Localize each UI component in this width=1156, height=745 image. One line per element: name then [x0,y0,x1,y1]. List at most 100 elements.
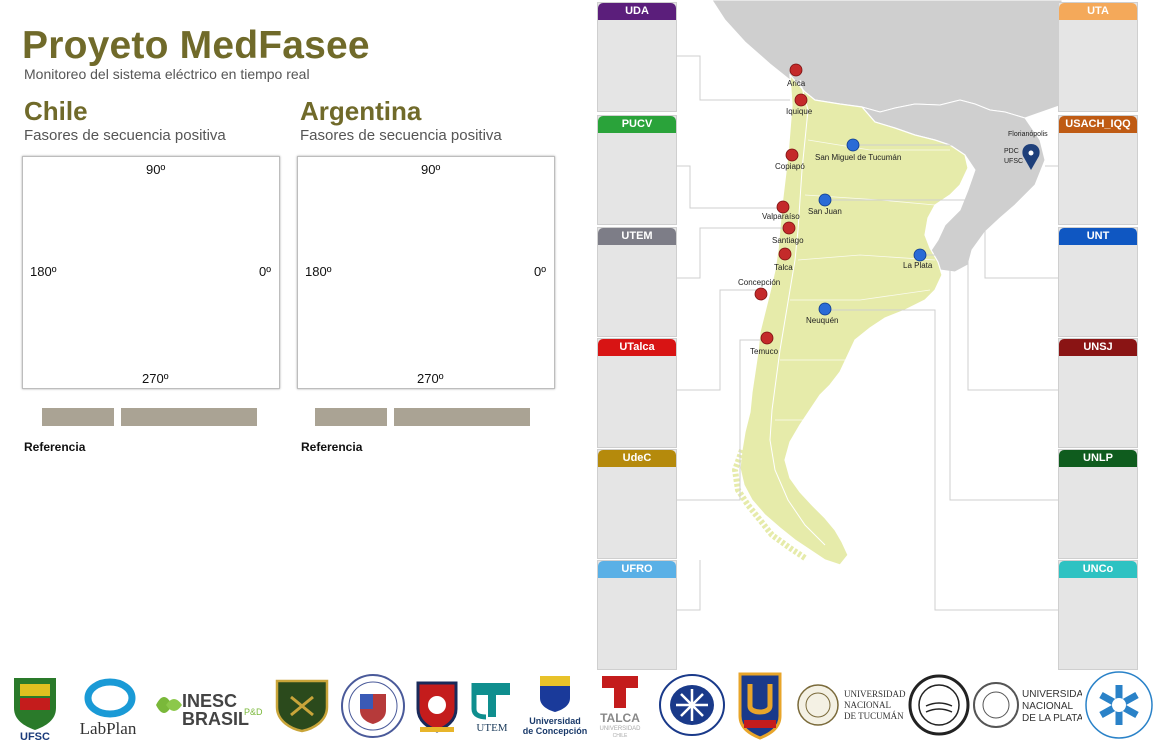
panel-unsj[interactable]: UNSJ [1058,338,1138,448]
city-label-valparaiso: Valparaíso [762,212,800,221]
chile-reference-selector[interactable] [42,408,114,426]
panel-header-uda: UDA [598,3,676,20]
utalca-logo: TALCA UNIVERSIDAD CHILE [594,664,646,745]
argentina-angle-270: 270º [417,371,444,386]
unt-logo: UNIVERSIDAD NACIONAL DE TUCUMÁN [796,664,908,745]
panel-usach-iqq[interactable]: USACH_IQQ [1058,115,1138,225]
ufsc-logo: UFSC [6,664,64,745]
svg-text:UNIVERSIDAD: UNIVERSIDAD [1022,689,1082,700]
chile-argentina-border [769,79,826,546]
panel-utalca[interactable]: UTalca [597,338,677,448]
panel-uta[interactable]: UTA [1058,2,1138,112]
page-title: Proyeto MedFasee [22,24,370,67]
location-pin-icon [1022,144,1040,170]
argentina-angle-0: 0º [534,264,546,279]
chile-angle-0: 0º [259,264,271,279]
svg-text:DE LA PLATA: DE LA PLATA [1022,713,1082,724]
svg-text:CHILE: CHILE [613,733,628,738]
uta-logo [736,664,784,745]
city-label-la-plata: La Plata [903,261,933,270]
argentina-title: Argentina [300,96,422,126]
city-label-san-juan: San Juan [808,207,842,216]
panel-utem[interactable]: UTEM [597,227,677,337]
argentina-markers [818,138,927,316]
panel-header-unt: UNT [1059,228,1137,245]
panel-header-unsj: UNSJ [1059,339,1137,356]
city-label-concepcion: Concepción [738,278,780,287]
panel-header-uta: UTA [1059,3,1137,20]
page-subtitle: Monitoreo del sistema eléctrico en tiemp… [24,66,310,82]
svg-text:P&D: P&D [244,707,263,717]
uda-logo [273,664,331,745]
unlp-logo: UNIVERSIDAD NACIONAL DE LA PLATA [972,664,1082,745]
usach-logo [412,664,462,745]
chile-angle-180: 180º [30,264,57,279]
panel-unco[interactable]: UNCo [1058,560,1138,670]
panel-udec[interactable]: UdeC [597,449,677,559]
svg-text:de Concepción: de Concepción [523,726,588,736]
city-label-copiapo: Copiapó [775,162,805,171]
label-ufsc: UFSC [1004,158,1023,165]
partner-logos: UFSC LabPlan INESC BRASIL P&D [0,664,1156,745]
svg-text:TALCA: TALCA [600,711,640,725]
labplan-logo: LabPlan [70,664,146,745]
chile-phasor-diagram[interactable]: 90º 180º 0º 270º [22,156,280,389]
chile-angle-270: 270º [142,371,169,386]
svg-text:NACIONAL: NACIONAL [1022,701,1074,712]
label-pdc: PDC [1004,148,1019,155]
svg-text:UNIVERSIDAD: UNIVERSIDAD [844,689,906,699]
city-label-santiago: Santiago [772,236,804,245]
svg-text:INESC: INESC [182,691,237,711]
panel-ufro[interactable]: UFRO [597,560,677,670]
svg-text:Universidad: Universidad [529,716,581,726]
pucv-logo [340,664,406,745]
chile-subtitle: Fasores de secuencia positiva [24,127,226,144]
argentina-reference-selector[interactable] [315,408,387,426]
city-label-arica: Arica [787,79,806,88]
chile-angle-90: 90º [146,162,166,177]
panel-header-unlp: UNLP [1059,450,1137,467]
argentina-angle-180: 180º [305,264,332,279]
connector-lines-left [677,55,790,611]
chile-markers [754,63,808,345]
argentina-subtitle: Fasores de secuencia positiva [300,127,502,144]
argentina-phasor-diagram[interactable]: 90º 180º 0º 270º [297,156,555,389]
svg-text:DE TUCUMÁN: DE TUCUMÁN [844,711,904,721]
panel-header-utem: UTEM [598,228,676,245]
utem-logo: UTEM [468,664,516,745]
panel-header-utalca: UTalca [598,339,676,356]
ufro-logo [656,664,728,745]
panel-header-usach-iqq: USACH_IQQ [1059,116,1137,133]
city-label-temuco: Temuco [750,347,779,356]
argentina-reference-label: Referencia [301,440,363,454]
panel-unlp[interactable]: UNLP [1058,449,1138,559]
chile-reference-value[interactable] [121,408,257,426]
svg-text:BRASIL: BRASIL [182,709,249,729]
panel-header-udec: UdeC [598,450,676,467]
svg-text:UTEM: UTEM [476,722,507,734]
unsj-logo [908,664,970,745]
city-label-tucuman: San Miguel de Tucumán [815,153,901,162]
chile-title: Chile [24,96,88,126]
argentina-reference-value[interactable] [394,408,530,426]
svg-text:UFSC: UFSC [20,731,50,742]
panel-uda[interactable]: UDA [597,2,677,112]
svg-text:LabPlan: LabPlan [80,719,137,738]
city-label-neuquen: Neuquén [806,316,838,325]
panel-header-unco: UNCo [1059,561,1137,578]
inesc-brasil-logo: INESC BRASIL P&D [152,664,264,745]
unco-logo [1084,664,1154,745]
panel-unt[interactable]: UNT [1058,227,1138,337]
svg-text:UNIVERSIDAD: UNIVERSIDAD [599,726,641,732]
city-label-florianopolis: Florianópolis [1008,131,1048,138]
argentina-angle-90: 90º [421,162,441,177]
south-america-map: Arica Iquique Copiapó Valparaíso Santiag… [677,0,1063,611]
connector-lines-right [825,55,1058,611]
panel-header-ufro: UFRO [598,561,676,578]
panel-pucv[interactable]: PUCV [597,115,677,225]
city-label-talca: Talca [774,263,793,272]
chile-reference-label: Referencia [24,440,86,454]
chile-argentina-landmass [739,73,969,566]
panel-header-pucv: PUCV [598,116,676,133]
svg-text:NACIONAL: NACIONAL [844,700,891,710]
